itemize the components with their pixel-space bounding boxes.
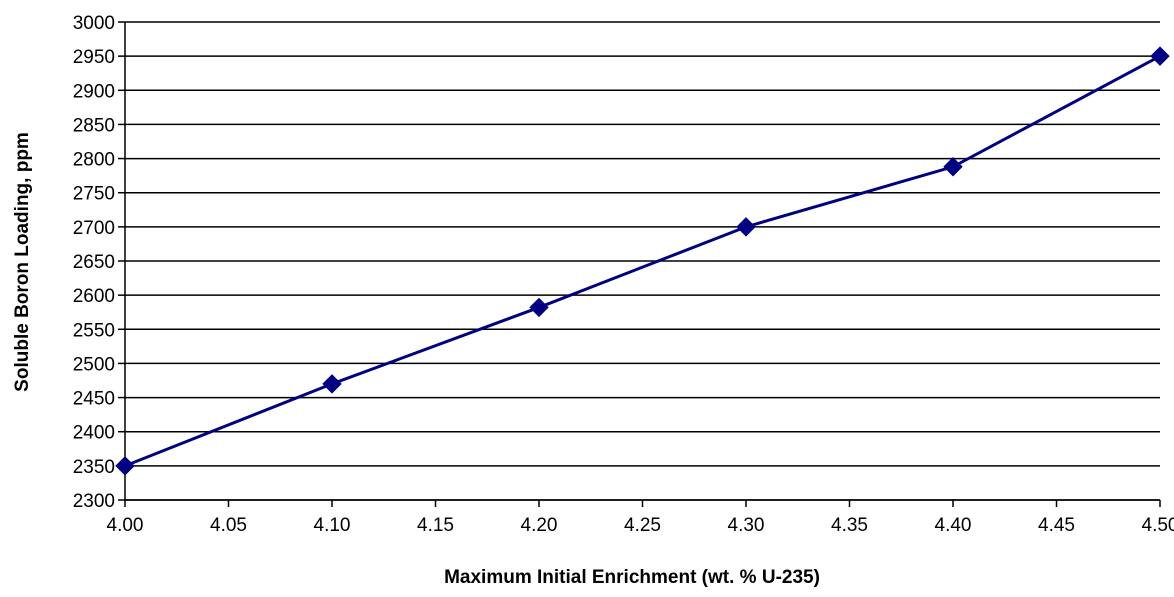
- y-tick-label: 2750: [73, 184, 115, 205]
- y-tick-label: 2650: [73, 252, 115, 273]
- y-tick-label: 2300: [73, 491, 115, 512]
- x-tick-label: 4.35: [831, 515, 868, 536]
- x-tick-label: 4.50: [1142, 515, 1174, 536]
- y-tick-label: 2800: [73, 150, 115, 171]
- data-point: [944, 158, 962, 176]
- data-point: [116, 457, 134, 475]
- data-point: [737, 218, 755, 236]
- axes: [118, 22, 1160, 507]
- data-point: [1151, 47, 1169, 65]
- x-tick-labels: 4.00 4.05 4.10 4.15 4.20 4.25 4.30 4.35 4.40 4.45…: [107, 515, 1174, 536]
- x-tick-label: 4.25: [624, 515, 661, 536]
- y-tick-label: 2450: [73, 389, 115, 410]
- gridlines: [125, 22, 1160, 500]
- x-tick-label: 4.20: [521, 515, 558, 536]
- y-tick-label: 2950: [73, 47, 115, 68]
- x-tick-label: 4.15: [417, 515, 454, 536]
- y-axis-title: Soluble Boron Loading, ppm: [12, 132, 33, 392]
- y-tick-label: 2850: [73, 115, 115, 136]
- y-tick-label: 2550: [73, 320, 115, 341]
- x-tick-label: 4.00: [107, 515, 144, 536]
- y-tick-label: 2900: [73, 81, 115, 102]
- y-tick-label: 2700: [73, 218, 115, 239]
- y-tick-labels: 2300 2350 2400 2450 2500 2550 2600 2650 2700 2750…: [73, 13, 115, 512]
- x-tick-label: 4.40: [935, 515, 972, 536]
- y-tick-label: 2500: [73, 354, 115, 375]
- y-tick-label: 2350: [73, 457, 115, 478]
- x-tick-label: 4.10: [314, 515, 351, 536]
- y-tick-label: 2400: [73, 423, 115, 444]
- x-tick-label: 4.30: [728, 515, 765, 536]
- data-point: [323, 375, 341, 393]
- x-tick-label: 4.05: [210, 515, 247, 536]
- x-axis-title: Maximum Initial Enrichment (wt. % U-235): [444, 567, 820, 588]
- data-point: [530, 298, 548, 316]
- x-tick-label: 4.45: [1038, 515, 1075, 536]
- y-tick-label: 2600: [73, 286, 115, 307]
- y-tick-label: 3000: [73, 13, 115, 34]
